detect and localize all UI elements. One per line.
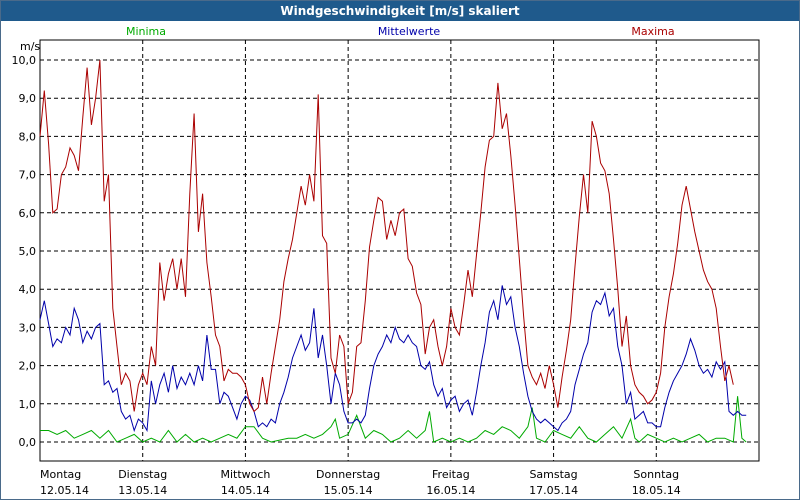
x-tick-day: Donnerstag [316, 468, 380, 481]
y-tick-label: 3,0 [19, 321, 37, 334]
x-tick-day: Freitag [432, 468, 470, 481]
y-tick-label: 10,0 [12, 54, 37, 67]
x-tick-day: Samstag [529, 468, 577, 481]
x-tick-day: Sonntag [633, 468, 679, 481]
x-tick-date: 17.05.14 [529, 484, 578, 497]
x-tick-labels: Montag 12.05.14 Dienstag 13.05.14 Mittwoch 14… [40, 468, 681, 497]
window-title: Windgeschwindigkeit [m/s] skaliert [1, 1, 799, 21]
series-lines [39, 59, 747, 443]
y-tick-label: 1,0 [19, 398, 37, 411]
y-tick-label: 5,0 [19, 245, 37, 258]
x-tick-date: 12.05.14 [40, 484, 89, 497]
x-tick-date: 13.05.14 [118, 484, 167, 497]
legend-minima: Minima [126, 25, 166, 38]
x-tick-day: Mittwoch [220, 468, 270, 481]
series-mittelwerte-line [39, 285, 747, 433]
y-tick-label: 6,0 [19, 207, 37, 220]
x-tick-day: Montag [40, 468, 81, 481]
series-maxima-line [39, 59, 734, 413]
y-tick-label: 2,0 [19, 360, 37, 373]
y-tick-label: 9,0 [19, 92, 37, 105]
x-tick-date: 15.05.14 [324, 484, 373, 497]
y-tick-labels: 0,0 1,0 2,0 3,0 4,0 5,0 6,0 7,0 8,0 9,0 10,0 [12, 54, 37, 449]
y-tick-label: 0,0 [19, 436, 37, 449]
legend-mittelwerte: Mittelwerte [378, 25, 441, 38]
y-tick-label: 8,0 [19, 130, 37, 143]
legend-maxima: Maxima [631, 25, 674, 38]
y-tick-label: 7,0 [19, 169, 37, 182]
x-tick-date: 18.05.14 [632, 484, 681, 497]
y-tick-label: 4,0 [19, 283, 37, 296]
x-tick-date: 16.05.14 [426, 484, 475, 497]
x-tick-date: 14.05.14 [221, 484, 270, 497]
y-axis-label: m/s [20, 40, 40, 53]
x-tick-day: Dienstag [118, 468, 167, 481]
series-minima-line [40, 396, 747, 443]
